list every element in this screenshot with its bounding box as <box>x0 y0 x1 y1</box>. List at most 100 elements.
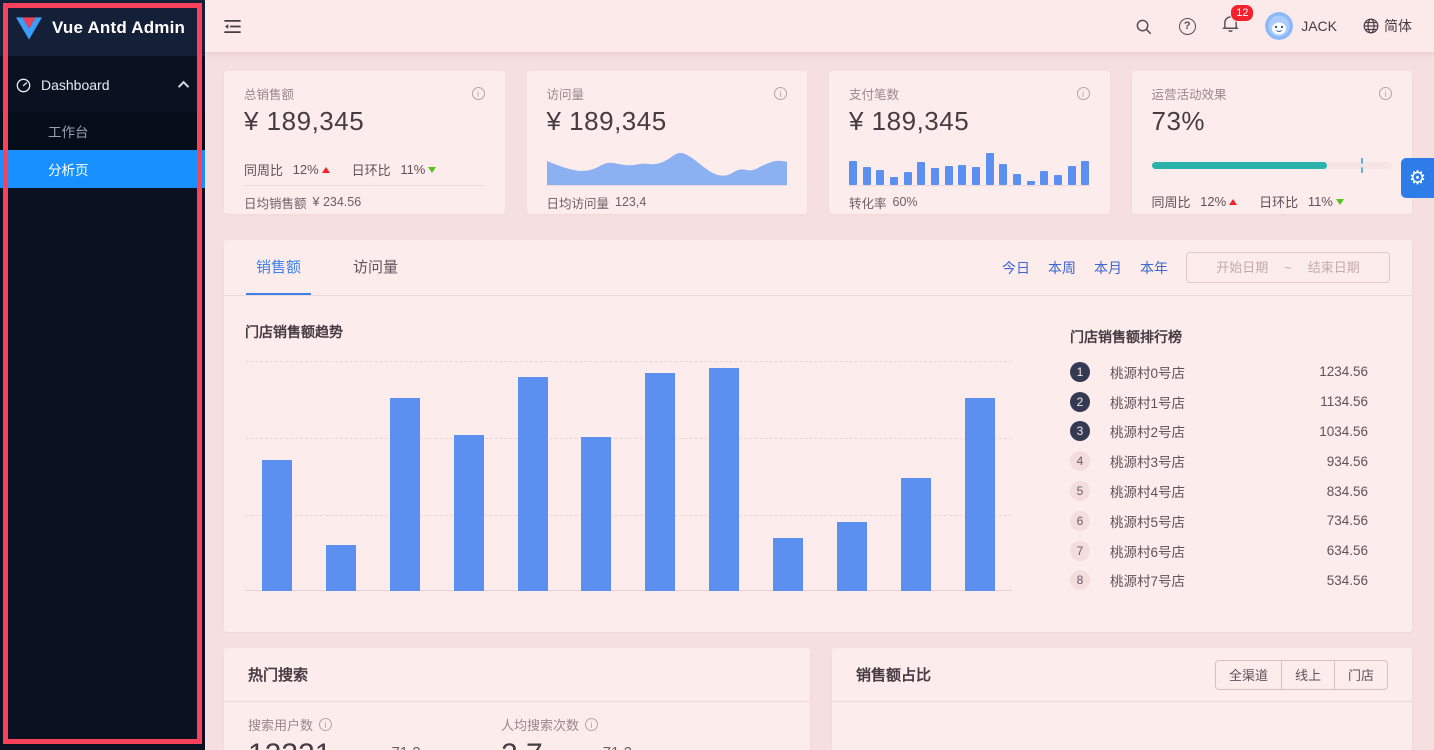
store-name: 桃源村5号店 <box>1110 514 1186 530</box>
bar <box>901 478 932 591</box>
metric-search-users: 搜索用户数 12321 71.2 <box>248 715 501 750</box>
card-title: 销售额占比 <box>856 667 932 684</box>
mini-bar <box>1054 175 1063 185</box>
search-icon[interactable] <box>1134 17 1152 35</box>
sidebar: Vue Antd Admin Dashboard 工作台 分析页 <box>0 0 205 750</box>
start-date-input[interactable] <box>1206 260 1279 275</box>
caret-down-icon <box>428 166 437 173</box>
sidebar-item-dashboard[interactable]: Dashboard <box>0 64 205 106</box>
user-menu[interactable]: JACK <box>1265 12 1337 40</box>
globe-icon <box>1363 18 1379 34</box>
stat-card-total-sales: 总销售额 ¥ 189,345 同周比 12% 日环比 11% 日均销售额 ¥ 23… <box>224 71 505 214</box>
tab-sales[interactable]: 销售额 <box>246 240 312 295</box>
sidebar-item-label: Dashboard <box>41 77 110 93</box>
metric-value: 12321 <box>248 738 331 750</box>
bar <box>581 436 612 591</box>
card-value: ¥ 189,345 <box>546 106 667 136</box>
card-title: 热门搜索 <box>248 667 309 684</box>
footer-value: 123,4 <box>615 195 647 209</box>
rank-badge: 5 <box>1070 481 1090 502</box>
logo[interactable]: Vue Antd Admin <box>0 0 205 56</box>
footer-label: 日均销售额 <box>244 196 307 211</box>
chart-title: 门店销售额趋势 <box>245 324 343 340</box>
bar <box>261 459 292 591</box>
info-icon[interactable] <box>585 718 599 731</box>
card-title: 总销售额 <box>244 88 295 102</box>
avatar <box>1265 12 1294 40</box>
sidebar-item-analysis[interactable]: 分析页 <box>0 150 205 188</box>
card-value: ¥ 189,345 <box>244 106 365 136</box>
ranking-row: 4 桃源村3号店 934.56 <box>1070 446 1368 476</box>
progress-target-marker <box>1360 158 1363 173</box>
quick-link[interactable]: 本年 <box>1140 259 1168 276</box>
store-sales-bars <box>245 361 1012 591</box>
bar <box>709 367 740 591</box>
bar <box>325 545 356 591</box>
bar <box>645 372 676 591</box>
info-icon[interactable] <box>471 87 485 100</box>
card-title: 访问量 <box>546 88 585 102</box>
info-icon[interactable] <box>1379 87 1392 100</box>
info-icon[interactable] <box>774 87 787 100</box>
caret-up-icon <box>1229 198 1238 205</box>
end-date-input[interactable] <box>1297 260 1370 275</box>
mini-bar <box>903 171 912 185</box>
gear-icon: ⚙ <box>1408 167 1427 189</box>
mini-bar <box>1026 181 1035 185</box>
settings-button[interactable]: ⚙ <box>1401 158 1434 198</box>
sales-panel: 销售额 访问量 今日 本周 本月 本年 ~ 门店销售额趋势 <box>224 240 1412 632</box>
rank-badge: 6 <box>1070 510 1090 531</box>
quick-link[interactable]: 本月 <box>1094 259 1122 276</box>
card-title: 支付笔数 <box>849 88 900 102</box>
date-separator: ~ <box>1284 260 1292 275</box>
menu-fold-icon[interactable] <box>224 19 241 34</box>
ranking-row: 8 桃源村7号店 534.56 <box>1070 566 1368 596</box>
dashboard-submenu: 工作台 分析页 <box>0 112 205 188</box>
mini-bar <box>944 166 953 185</box>
ranking-row: 1 桃源村0号店 1234.56 <box>1070 357 1368 387</box>
notifications-bell-icon[interactable]: 12 <box>1222 3 1255 38</box>
store-name: 桃源村0号店 <box>1110 365 1186 381</box>
quick-links: 今日 本周 本月 本年 <box>1002 258 1168 278</box>
info-icon[interactable] <box>319 718 333 731</box>
tab-visits[interactable]: 访问量 <box>353 259 399 276</box>
store-value: 534.56 <box>1326 572 1368 588</box>
ranking-row: 7 桃源村6号店 634.56 <box>1070 536 1368 566</box>
bar <box>453 434 484 591</box>
rank-badge: 3 <box>1070 421 1090 442</box>
quick-link[interactable]: 今日 <box>1002 259 1030 276</box>
stat-card-payments: 支付笔数 ¥ 189,345 转化率 60% <box>829 71 1110 214</box>
mini-bar <box>876 169 885 185</box>
segment-button[interactable]: 线上 <box>1280 660 1334 689</box>
help-icon[interactable]: ? <box>1178 17 1196 35</box>
mini-bar <box>1040 170 1049 185</box>
rank-badge: 8 <box>1070 570 1090 591</box>
rank-badge: 2 <box>1070 391 1090 412</box>
caret-down-icon <box>1335 198 1344 205</box>
segment-button[interactable]: 全渠道 <box>1216 661 1281 689</box>
store-value: 734.56 <box>1326 513 1368 529</box>
quick-link[interactable]: 本周 <box>1048 259 1076 276</box>
info-icon[interactable] <box>1076 87 1090 100</box>
mini-bar <box>972 166 981 185</box>
bottom-cards-row: 热门搜索 搜索用户数 12321 71.2 人均搜索次数 2.7 71.2 <box>224 648 1412 750</box>
footer-label: 转化率 <box>849 196 887 211</box>
mini-bar <box>1067 166 1076 185</box>
segment-button[interactable]: 门店 <box>1333 660 1387 689</box>
bar <box>773 538 804 591</box>
trend-row: 同周比 12% 日环比 11% <box>244 160 437 185</box>
ranking-title: 门店销售额排行榜 <box>1070 329 1182 345</box>
date-range-picker[interactable]: ~ <box>1186 252 1390 283</box>
footer-value: 60% <box>892 195 918 209</box>
dashboard-icon <box>16 78 31 93</box>
language-selector[interactable]: 简体 <box>1363 16 1412 36</box>
main-content: 总销售额 ¥ 189,345 同周比 12% 日环比 11% 日均销售额 ¥ 23… <box>205 52 1434 750</box>
sales-ranking-section: 门店销售额排行榜 1 桃源村0号店 1234.56 2 桃源村1号店 1134.56 3 桃源… <box>1042 296 1412 631</box>
card-title: 运营活动效果 <box>1151 88 1227 102</box>
sidebar-item-workplace[interactable]: 工作台 <box>48 125 89 140</box>
visits-area-path <box>546 152 787 185</box>
gridline <box>245 514 1012 516</box>
mini-bar <box>958 165 967 185</box>
store-value: 834.56 <box>1326 483 1368 499</box>
